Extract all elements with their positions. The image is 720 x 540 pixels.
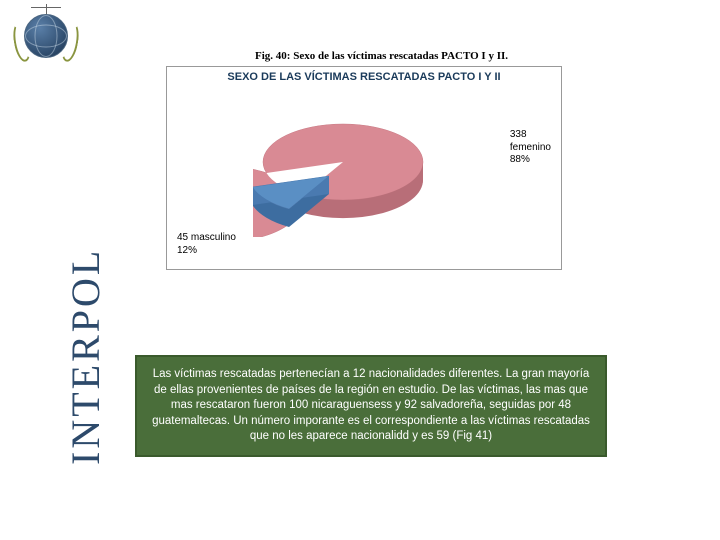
- description-paragraph: Las víctimas rescatadas pertenecían a 12…: [135, 355, 607, 457]
- chart-title: SEXO DE LAS VÍCTIMAS RESCATADAS PACTO I …: [167, 71, 561, 83]
- sidebar: INTERPOL: [0, 0, 95, 540]
- label-femenino: 338 femenino 88%: [510, 129, 551, 167]
- label-femenino-count: 338: [510, 129, 551, 142]
- brand-name: INTERPOL: [62, 248, 109, 465]
- pie-chart-svg: [253, 107, 433, 237]
- figure-caption-prefix: Fig. 40:: [255, 50, 290, 62]
- label-femenino-text: femenino: [510, 142, 551, 155]
- figure-caption-text: Sexo de las víctimas rescatadas PACTO I …: [290, 50, 508, 62]
- interpol-emblem-icon: [18, 8, 74, 64]
- label-masculino-pct: 12%: [177, 245, 236, 258]
- label-masculino: 45 masculino 12%: [177, 232, 236, 257]
- label-masculino-line1: 45 masculino: [177, 232, 236, 245]
- label-femenino-pct: 88%: [510, 154, 551, 167]
- globe-icon: [24, 14, 68, 58]
- pie-chart: [253, 107, 433, 237]
- chart-container: SEXO DE LAS VÍCTIMAS RESCATADAS PACTO I …: [166, 66, 562, 270]
- figure-caption: Fig. 40: Sexo de las víctimas rescatadas…: [255, 50, 508, 62]
